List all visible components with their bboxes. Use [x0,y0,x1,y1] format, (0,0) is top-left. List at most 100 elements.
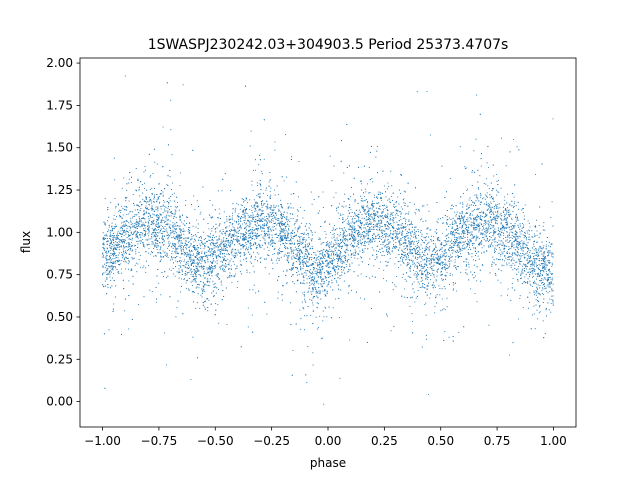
data-point [391,185,393,187]
data-point [218,224,220,226]
data-point [302,292,304,294]
data-point [186,287,188,289]
data-point [414,212,416,214]
data-point [113,226,115,228]
data-point [333,243,335,245]
data-point [308,222,310,225]
data-point [339,377,341,379]
data-point [322,250,324,252]
data-point [416,265,418,267]
data-point [449,258,451,260]
data-point [498,240,500,242]
data-point [443,263,445,265]
data-point [483,182,485,184]
data-point [243,214,245,216]
data-point [347,244,349,247]
data-point [114,267,117,269]
data-point [486,196,488,199]
data-point [135,262,137,264]
data-point [514,252,516,254]
data-point [404,213,407,215]
data-point [183,250,185,252]
data-point [256,245,258,247]
data-point [483,231,485,233]
data-point [517,318,520,320]
data-point [474,224,476,226]
data-point [283,180,285,182]
data-point [265,189,267,191]
data-point [496,211,499,213]
data-point [415,297,417,299]
data-point [448,255,450,257]
data-point [145,205,147,207]
data-point [232,215,234,217]
data-point [321,280,323,282]
data-point [378,267,380,269]
data-point [392,226,395,228]
data-point [525,264,527,266]
data-point [152,247,155,250]
data-point [231,252,233,254]
data-point [507,193,509,195]
data-point [436,232,438,234]
data-point [523,268,525,270]
data-point [531,253,533,255]
data-point [214,236,216,238]
data-point [432,254,434,256]
data-point [130,221,132,223]
data-point [541,282,543,284]
data-point [264,216,266,218]
data-point [162,195,164,197]
data-point [386,280,388,282]
data-point [362,251,364,254]
data-point [233,227,235,229]
data-point [478,231,480,233]
data-point [503,229,505,231]
data-point [250,220,252,222]
data-point [519,231,521,233]
data-point [286,269,288,271]
data-point [457,238,459,240]
data-point [421,233,423,235]
data-point [425,314,427,316]
data-point [155,224,157,226]
data-point [178,270,180,272]
data-point [357,240,359,242]
data-point [302,217,304,219]
data-point [468,264,470,266]
data-point [347,254,349,256]
data-point [519,263,521,265]
data-point [345,205,347,207]
data-point [402,257,404,259]
data-point [453,250,455,252]
data-point [521,229,523,232]
data-point [304,300,306,302]
data-point [270,221,272,223]
data-point [277,254,279,256]
data-point [341,274,343,276]
data-point [364,210,366,212]
data-point [187,229,190,231]
data-point [167,247,169,249]
data-point [348,233,350,235]
data-point [201,296,203,298]
data-point [205,284,207,286]
data-point [497,218,499,220]
data-point [489,207,491,209]
data-point [379,261,381,263]
data-point [381,222,383,224]
data-point [156,231,159,234]
data-point [433,256,435,258]
data-point [127,263,129,265]
data-point [528,276,531,278]
data-point [386,215,388,217]
data-point [216,257,218,259]
data-point [417,231,420,233]
data-point [271,215,273,217]
data-point [131,257,133,259]
data-point [394,247,397,249]
data-point [429,134,431,136]
data-point [487,208,490,210]
data-point [534,282,536,284]
data-point [522,247,524,249]
